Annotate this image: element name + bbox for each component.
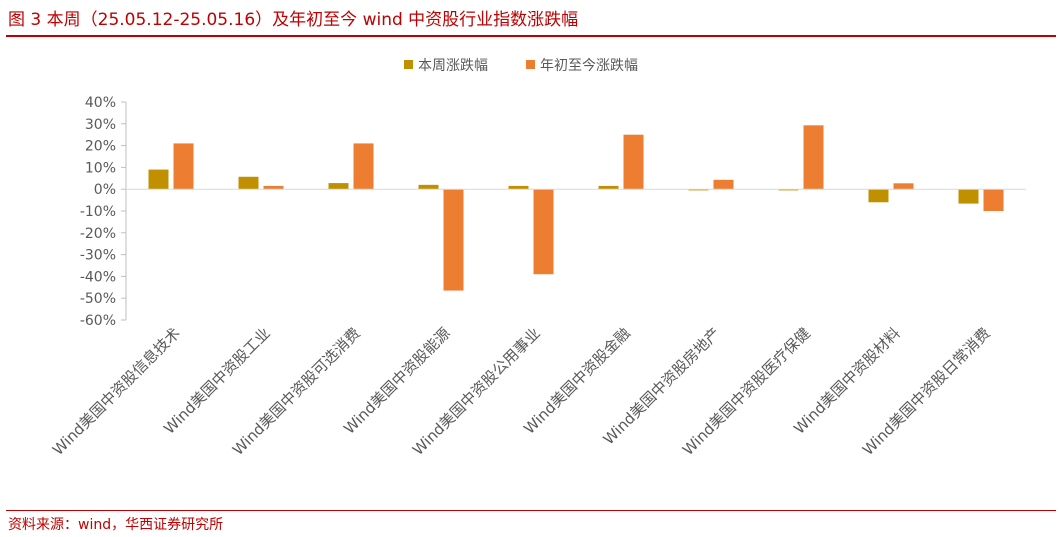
- legend-label: 本周涨跌幅: [418, 58, 488, 74]
- y-tick-label: 20%: [85, 139, 116, 155]
- chart-legend: 本周涨跌幅 年初至今涨跌幅: [404, 57, 638, 74]
- bar: [173, 143, 194, 190]
- bar: [263, 185, 284, 190]
- y-tick-label: 10%: [85, 160, 116, 176]
- bar: [508, 185, 529, 190]
- bars: [148, 125, 1004, 291]
- bar: [598, 185, 619, 190]
- bar: [713, 179, 734, 190]
- legend-label: 年初至今涨跌幅: [540, 57, 638, 74]
- bar: [238, 176, 259, 190]
- x-tick-label: Wind美国中资股信息技术: [49, 324, 184, 459]
- bar: [443, 189, 464, 291]
- source-note: 资料来源：wind，华西证券研究所: [8, 517, 224, 533]
- bar: [353, 143, 374, 190]
- y-tick-label: -50%: [80, 291, 116, 307]
- bar: [778, 189, 799, 191]
- legend-swatch: [404, 60, 413, 69]
- y-tick-label: -10%: [80, 204, 116, 220]
- y-tick-label: -20%: [80, 226, 116, 242]
- bar: [983, 189, 1004, 211]
- bar: [893, 183, 914, 190]
- bar: [328, 183, 349, 190]
- bar: [533, 189, 554, 275]
- bar: [623, 134, 644, 190]
- y-tick-label: -30%: [80, 248, 116, 264]
- legend-swatch: [526, 60, 535, 69]
- y-tick-label: 40%: [85, 95, 116, 111]
- y-tick-label: -40%: [80, 269, 116, 285]
- y-tick-label: 30%: [85, 117, 116, 133]
- bar: [418, 184, 439, 190]
- y-tick-label: 0%: [94, 182, 116, 198]
- bar: [148, 169, 169, 190]
- bar: [688, 189, 709, 191]
- y-axis: 40% 30% 20% 10% 0% -10% -20% -30% -40% -50% -60%: [80, 95, 127, 329]
- figure-title: 图 3 本周（25.05.12-25.05.16）及年初至今 wind 中资股行…: [8, 10, 579, 30]
- y-tick-label: -60%: [80, 313, 116, 329]
- title-rule: [6, 35, 1056, 37]
- bar: [868, 189, 889, 203]
- bar: [958, 189, 979, 204]
- source-rule: [6, 510, 1056, 511]
- bar: [803, 125, 824, 190]
